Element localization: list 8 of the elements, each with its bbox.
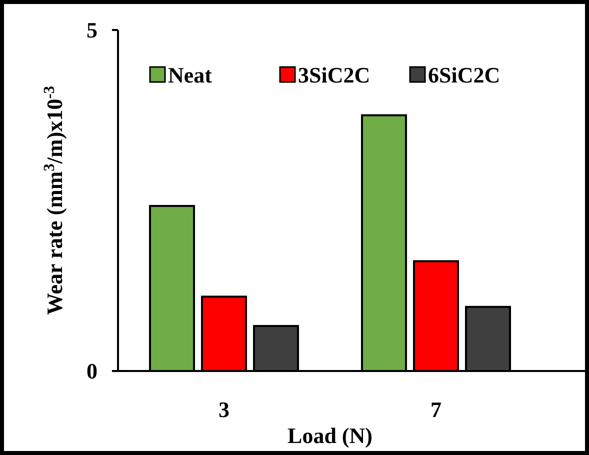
y-tick-label: 5 bbox=[86, 18, 98, 43]
x-tick-label: 3 bbox=[218, 397, 230, 422]
legend-label: 3SiC2C bbox=[298, 62, 370, 88]
x-tick-label: 7 bbox=[430, 397, 442, 422]
x-axis-title: Load (N) bbox=[288, 423, 372, 448]
y-tick-label: 0 bbox=[86, 358, 98, 384]
legend-label: 6SiC2C bbox=[428, 62, 500, 88]
legend-label: Neat bbox=[168, 62, 213, 88]
